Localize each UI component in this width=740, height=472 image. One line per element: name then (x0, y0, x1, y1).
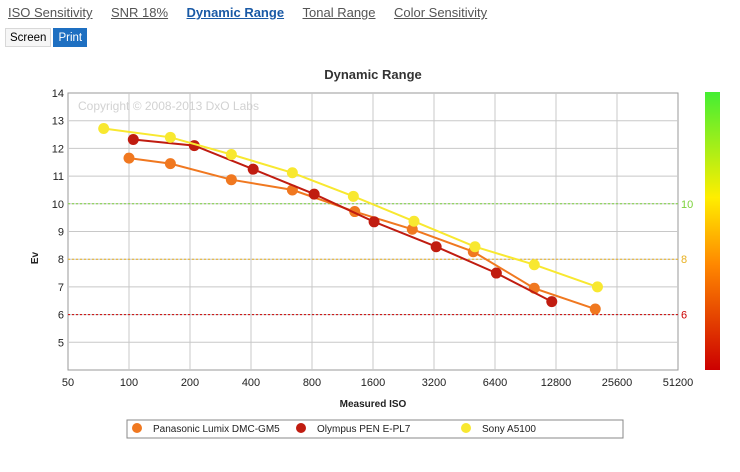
data-point[interactable] (490, 267, 502, 279)
x-tick-label: 3200 (422, 377, 446, 389)
series (127, 134, 558, 308)
x-tick-label: 200 (181, 377, 199, 389)
chart-title: Dynamic Range (324, 67, 422, 82)
x-tick-label: 25600 (602, 377, 633, 389)
data-point[interactable] (164, 131, 176, 143)
y-tick-label: 11 (53, 171, 64, 183)
x-tick-label: 50 (62, 377, 74, 389)
legend-marker (132, 423, 142, 433)
x-tick-label: 51200 (663, 377, 694, 389)
y-tick-label: 10 (52, 199, 64, 211)
data-point[interactable] (430, 241, 442, 253)
screen-button[interactable]: Screen (5, 28, 52, 47)
legend: Panasonic Lumix DMC-GM5 Olympus PEN E-PL7… (126, 419, 624, 439)
grid-lines (68, 93, 678, 370)
data-point[interactable] (546, 296, 558, 308)
x-tick-label: 6400 (483, 377, 507, 389)
tab-iso-sensitivity[interactable]: ISO Sensitivity (8, 5, 93, 20)
tab-dynamic-range[interactable]: Dynamic Range (186, 5, 285, 20)
series (123, 152, 601, 315)
y-tick-label: 13 (52, 116, 64, 128)
legend-entry[interactable]: Panasonic Lumix DMC-GM5 (153, 424, 280, 435)
y-axis-label: Ev (30, 251, 41, 264)
x-tick-label: 400 (242, 377, 260, 389)
data-point[interactable] (98, 122, 110, 134)
legend-marker (296, 423, 306, 433)
legend-entry[interactable]: Olympus PEN E-PL7 (317, 424, 411, 435)
data-point[interactable] (225, 148, 237, 160)
y-tick-label: 5 (58, 337, 64, 349)
copyright-watermark: Copyright © 2008-2013 DxO Labs (78, 99, 259, 113)
x-axis-label: Measured ISO (340, 399, 407, 410)
tab-snr-18[interactable]: SNR 18% (110, 5, 169, 20)
x-tick-labels: 50 100 200 400 800 1600 3200 6400 12800 25600 5120… (62, 377, 693, 389)
legend-box (126, 419, 624, 439)
data-point[interactable] (225, 174, 237, 186)
series-line (133, 138, 553, 303)
y-tick-label: 6 (58, 310, 64, 322)
data-point[interactable] (247, 163, 259, 175)
data-point[interactable] (591, 281, 603, 293)
x-tick-label: 800 (303, 377, 321, 389)
data-point[interactable] (127, 134, 139, 146)
legend-marker (461, 423, 471, 433)
data-point[interactable] (164, 158, 176, 170)
data-point[interactable] (408, 215, 420, 227)
view-toggle: Screen Print (5, 28, 88, 47)
series (98, 122, 603, 293)
series-layer (98, 122, 603, 315)
data-point[interactable] (368, 216, 380, 228)
dynamic-range-color-scale (705, 92, 720, 370)
y-tick-label: 9 (58, 227, 64, 239)
y-tick-labels: 5 6 7 8 9 10 11 12 13 14 (52, 88, 64, 349)
data-point[interactable] (347, 190, 359, 202)
y-tick-label: 8 (58, 254, 64, 266)
data-point[interactable] (308, 188, 320, 200)
x-tick-label: 12800 (541, 377, 572, 389)
reference-line-label: 10 (681, 199, 693, 211)
y-tick-label: 7 (58, 282, 64, 294)
legend-entry[interactable]: Sony A5100 (482, 424, 536, 435)
reference-line-label: 6 (681, 310, 687, 322)
data-point[interactable] (286, 167, 298, 179)
data-point[interactable] (123, 152, 135, 164)
data-point[interactable] (469, 241, 481, 253)
reference-lines: 10 8 6 (68, 199, 693, 322)
tab-color-sensitivity[interactable]: Color Sensitivity (393, 5, 488, 20)
data-point[interactable] (589, 303, 601, 315)
x-tick-label: 1600 (361, 377, 385, 389)
tab-tonal-range[interactable]: Tonal Range (302, 5, 376, 20)
print-button[interactable]: Print (53, 28, 88, 47)
data-point[interactable] (528, 259, 540, 271)
x-tick-label: 100 (120, 377, 138, 389)
reference-line-label: 8 (681, 254, 687, 266)
tab-bar: ISO Sensitivity SNR 18% Dynamic Range To… (8, 4, 501, 22)
y-tick-label: 14 (52, 88, 64, 100)
y-tick-label: 12 (52, 143, 64, 155)
